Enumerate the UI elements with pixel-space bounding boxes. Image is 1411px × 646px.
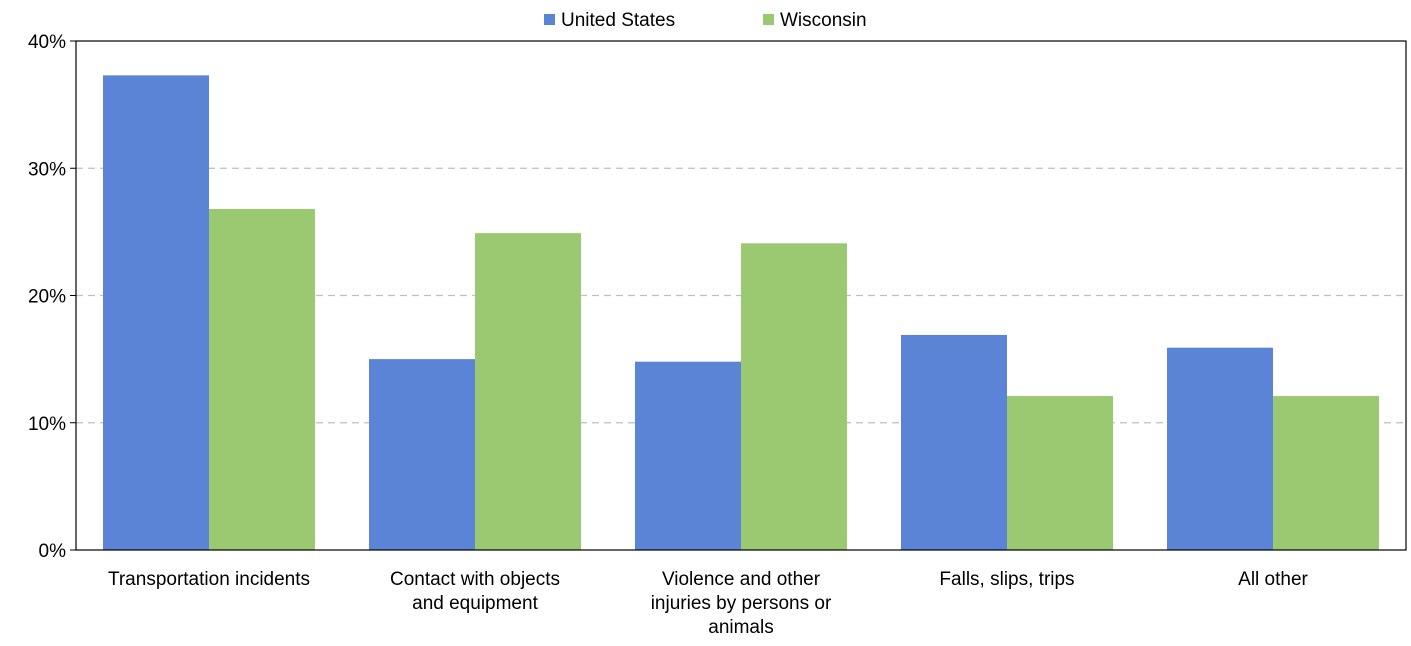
bar-wisconsin [1007,396,1113,550]
x-category-label: Transportation incidents [108,569,310,590]
axes [70,40,1407,551]
bar-wisconsin [1273,396,1379,550]
legend-swatch [544,14,555,25]
bar-united-states [369,359,475,550]
bar-united-states [901,334,1007,550]
bar-wisconsin [475,233,581,550]
bar-wisconsin [209,208,315,550]
bar-united-states [103,75,209,551]
bar-united-states [1167,347,1273,550]
y-axis-ticks: 0% 10% 20% 30% 40% [28,32,66,562]
bars [103,75,1379,551]
bar-wisconsin [741,243,847,550]
x-category-label: Contact with objects and equipment [390,569,560,614]
plot-frame [75,40,1407,551]
legend-label: United States [561,10,675,31]
y-tick-label: 10% [28,414,66,435]
y-tick-label: 20% [28,287,66,308]
y-tick-label: 40% [28,32,66,53]
y-tick-label: 30% [28,159,66,180]
x-category-label: All other [1238,569,1308,590]
bar-united-states [635,361,741,550]
legend-label: Wisconsin [780,10,867,31]
x-category-label: Violence and other injuries by persons or… [651,569,832,638]
x-axis-labels: Transportation incidents Contact with obj… [108,569,1309,638]
x-category-label: Falls, slips, trips [939,569,1074,590]
legend: United States Wisconsin [544,10,867,31]
legend-swatch [763,14,774,25]
y-tick-label: 0% [39,541,67,562]
